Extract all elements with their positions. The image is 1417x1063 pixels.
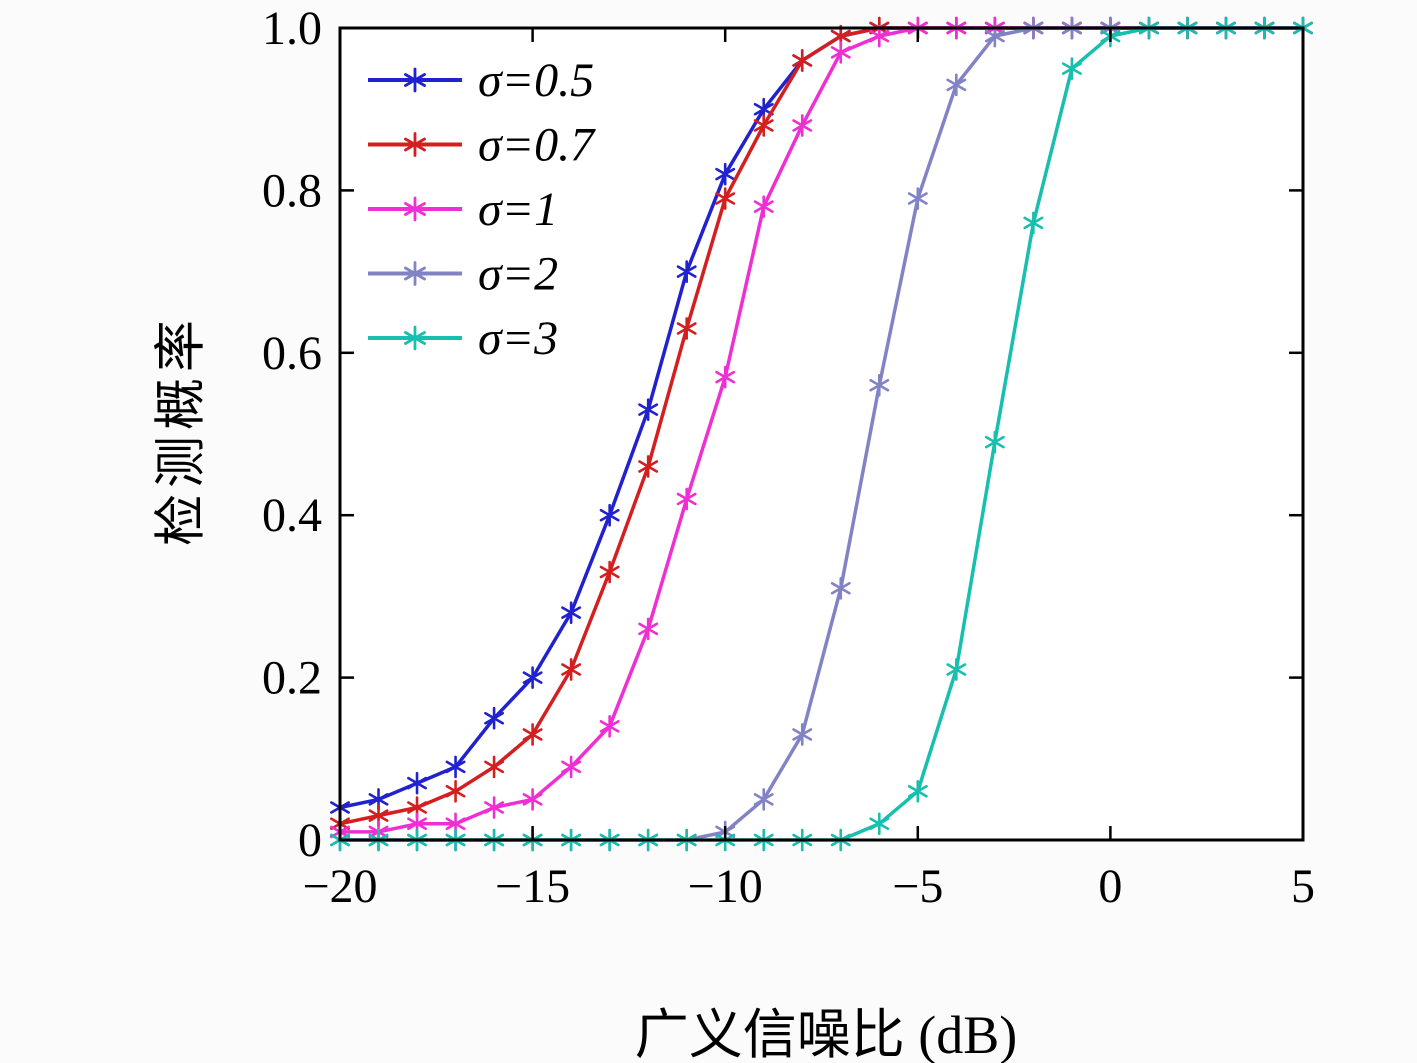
x-tick-label: 5 (1291, 860, 1315, 913)
data-marker (869, 373, 890, 397)
data-marker (561, 658, 582, 681)
data-marker (638, 455, 659, 478)
x-tick-label: −15 (495, 860, 570, 913)
data-marker (907, 187, 928, 210)
legend-item-3: σ=2 (368, 248, 558, 301)
data-marker (830, 41, 851, 64)
data-marker (753, 788, 774, 811)
data-marker (445, 755, 466, 779)
plot-frame (338, 26, 1305, 842)
data-marker (1061, 57, 1082, 80)
data-marker (599, 715, 620, 738)
y-tick-label: 0.4 (262, 489, 322, 542)
legend: σ=0.5 σ=0.7 σ=1 σ=2 σ=3 (368, 54, 596, 365)
data-marker (946, 73, 967, 97)
y-tick-label: 1.0 (262, 2, 322, 55)
data-marker (792, 114, 813, 137)
data-marker (404, 261, 426, 286)
data-marker (984, 430, 1005, 454)
data-marker (484, 755, 505, 779)
data-marker (522, 666, 543, 689)
y-tick-label: 0.8 (262, 164, 322, 217)
data-marker (561, 601, 582, 624)
data-marker (869, 812, 890, 836)
x-tick-label: −20 (302, 860, 377, 913)
data-marker (561, 755, 582, 779)
data-marker (907, 779, 928, 803)
legend-label: σ=0.7 (478, 119, 596, 172)
data-marker (599, 560, 620, 584)
x-axis-title: 广义信噪比 (dB) (634, 1005, 1018, 1063)
data-marker (599, 503, 620, 527)
data-marker (830, 576, 851, 600)
y-tick-label: 0 (298, 814, 322, 867)
y-tick-label: 0.6 (262, 327, 322, 380)
data-marker (484, 706, 505, 730)
x-tick-label: −10 (688, 860, 763, 913)
legend-item-1: σ=0.7 (368, 119, 596, 172)
data-marker (407, 771, 428, 795)
data-marker (522, 723, 543, 746)
legend-label: σ=3 (478, 312, 558, 365)
data-marker (715, 187, 736, 210)
data-marker (638, 617, 659, 641)
data-marker (715, 365, 736, 389)
plot-area (340, 28, 1303, 840)
y-axis-title: 检测概率 (153, 313, 211, 547)
x-tick-label: −5 (892, 860, 943, 913)
legend-item-4: σ=3 (368, 312, 558, 365)
data-marker (404, 132, 426, 157)
data-marker (946, 658, 967, 681)
data-marker (522, 788, 543, 811)
data-marker (792, 723, 813, 746)
legend-item-2: σ=1 (368, 183, 558, 236)
data-marker (676, 317, 697, 340)
legend-label: σ=1 (478, 183, 558, 236)
data-marker (1023, 211, 1044, 235)
data-marker (753, 195, 774, 218)
data-marker (715, 162, 736, 186)
data-marker (676, 260, 697, 283)
tick-labels: −20 −15 −10 −5 0 5 0 0.2 0.4 0.6 0.8 1.0 (262, 2, 1315, 913)
y-tick-label: 0.2 (262, 652, 322, 705)
data-marker (404, 325, 426, 351)
data-marker (404, 67, 426, 93)
legend-label: σ=2 (478, 248, 558, 301)
data-marker (404, 196, 426, 222)
data-marker (638, 398, 659, 421)
data-marker (792, 49, 813, 72)
x-tick-label: 0 (1098, 860, 1122, 913)
legend-label: σ=0.5 (478, 54, 594, 107)
data-marker (753, 114, 774, 137)
data-marker (676, 487, 697, 511)
data-marker (484, 796, 505, 819)
legend-item-0: σ=0.5 (368, 54, 594, 107)
data-marker (445, 779, 466, 803)
